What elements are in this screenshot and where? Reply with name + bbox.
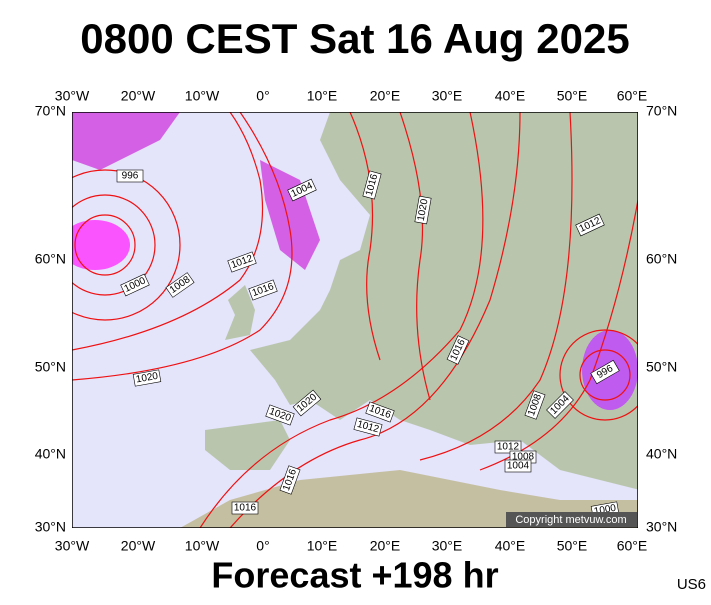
isobar-label-box [120,273,150,297]
lon-label-top: 60°E [617,88,648,104]
isobars [72,112,638,528]
isobar-label-text: 1020 [135,371,159,386]
isobar-label: 1016 [362,170,382,200]
isobar-label-box [524,390,546,420]
lat-label-left: 60°N [35,251,66,267]
isobar-label: 1004 [504,459,532,473]
copyright: Copyright metvuw.com [515,514,626,526]
lon-label-bottom: 0° [256,538,269,554]
lat-label-left: 70°N [35,103,66,119]
lat-label-right: 70°N [646,103,677,119]
isobar-label-box [248,279,278,301]
isobar-label-box [362,170,382,200]
isobar-label: 1020 [414,195,432,225]
isobar-label-box [446,335,470,365]
lat-label-left: 50°N [35,359,66,375]
lat-label-left: 30°N [35,519,66,535]
lon-label-top: 20°W [121,88,156,104]
forecast-label: Forecast +198 hr [211,555,498,596]
isobar-label-box [546,391,574,419]
isobar-label-box [590,359,620,385]
isobar-label: 1012 [353,417,383,437]
lon-label-bottom: 20°E [370,538,401,554]
isobar-label-box [504,459,532,473]
isobar-label-text: 1012 [497,442,520,453]
isobar-label-box [287,178,317,202]
isobar-label-box [292,389,322,417]
isobar-label-box [227,251,257,273]
isobar-label-text: 1004 [507,461,530,472]
isobar-label-text: 1016 [234,503,257,514]
lon-label-top: 30°W [55,88,90,104]
isobar-label-box [116,169,144,183]
precip-norway [260,160,320,270]
isobar-label-text: 1008 [512,452,535,463]
lon-label-top: 50°E [557,88,588,104]
isobar-label: 1016 [231,501,259,515]
lon-label-top: 40°E [495,88,526,104]
isobar-label-text: 996 [122,171,139,182]
copyright-box [506,512,637,527]
model-code: US6 [677,576,706,593]
lon-label-bottom: 40°E [495,538,526,554]
isobar-label-box [132,369,162,387]
lon-label-top: 10°W [185,88,220,104]
isobar-label: 1020 [132,369,162,387]
isobar-label-box [575,213,605,237]
lon-label-bottom: 10°E [307,538,338,554]
lon-label-bottom: 50°E [557,538,588,554]
lat-label-right: 30°N [646,519,677,535]
isobar-label-box [279,465,301,495]
isobar-label-box [365,401,395,423]
isobar-label-box [414,195,432,225]
lon-label-bottom: 10°W [185,538,220,554]
lat-label-right: 50°N [646,359,677,375]
lat-label-left: 40°N [35,446,66,462]
isobar-label: 1012 [494,440,522,454]
lon-label-bottom: 60°E [617,538,648,554]
lat-label-right: 40°N [646,446,677,462]
lon-label-top: 10°E [307,88,338,104]
land-britain [225,285,255,340]
isobar-label-box [165,272,195,298]
precip-low [72,220,130,270]
lon-label-top: 20°E [370,88,401,104]
lon-label-bottom: 30°W [55,538,90,554]
precip-north [72,112,180,170]
lon-label-top: 30°E [432,88,463,104]
map-title: 0800 CEST Sat 16 Aug 2025 [80,15,629,62]
isobar-label-box [265,404,295,426]
isobar-label-box [231,501,259,515]
lon-label-top: 0° [256,88,269,104]
lat-label-right: 60°N [646,251,677,267]
isobar-label: 996 [116,169,144,183]
lon-label-bottom: 30°E [432,538,463,554]
land-iberia [205,420,290,470]
lon-label-bottom: 20°W [121,538,156,554]
isobar-label-box [494,440,522,454]
isobar-label-box [353,417,383,437]
isobar-label-text: 1020 [416,198,431,222]
